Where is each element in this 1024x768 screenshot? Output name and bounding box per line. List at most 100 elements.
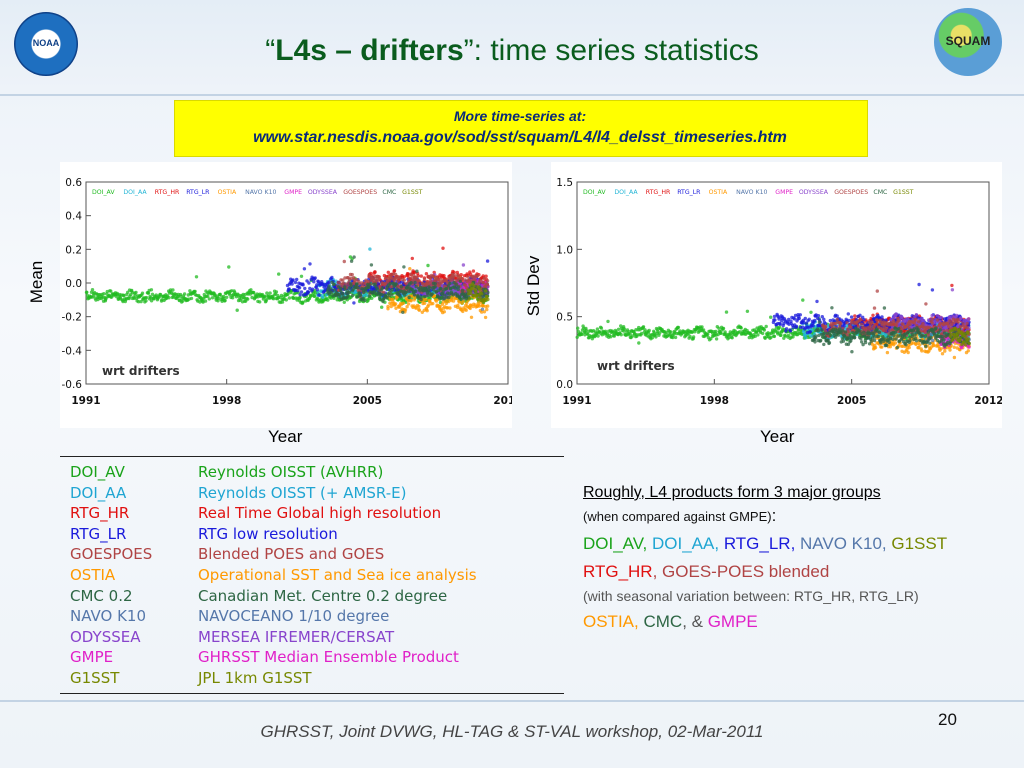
data-point [727, 335, 731, 340]
data-point [823, 335, 827, 339]
data-point [193, 289, 197, 294]
data-point [477, 304, 482, 308]
data-point [350, 272, 354, 277]
data-point [884, 329, 888, 333]
data-point [820, 315, 824, 319]
data-point [249, 288, 253, 292]
data-point [144, 295, 149, 300]
data-point [816, 328, 821, 333]
data-point [923, 334, 928, 338]
data-point [841, 339, 846, 343]
data-point [852, 335, 857, 340]
y-tick-label: -0.4 [62, 345, 83, 357]
data-point [424, 272, 429, 276]
data-point [342, 300, 346, 304]
data-point [179, 294, 183, 298]
data-point [833, 335, 838, 339]
data-point [967, 345, 971, 349]
data-point [901, 323, 905, 327]
data-point [430, 292, 434, 296]
data-point [899, 329, 903, 334]
data-point [414, 284, 418, 289]
legend-entry: G1SST [402, 189, 423, 196]
data-point [930, 317, 935, 321]
data-point [786, 333, 791, 337]
legend-entry: RTG_HR [646, 189, 671, 196]
data-point [580, 332, 584, 337]
data-point [762, 328, 766, 332]
data-point [115, 291, 119, 296]
data-point [778, 322, 782, 326]
data-point [313, 276, 317, 280]
data-point [419, 297, 423, 302]
data-point [359, 293, 363, 297]
data-point [339, 286, 343, 291]
data-point [467, 297, 472, 301]
data-point [817, 333, 821, 338]
data-point [477, 280, 482, 285]
data-point [427, 282, 432, 286]
data-point [329, 287, 333, 291]
timeseries-link[interactable]: www.star.nesdis.noaa.gov/sod/sst/squam/L… [253, 129, 787, 146]
data-point [85, 290, 89, 294]
data-point [640, 331, 644, 336]
data-point [596, 334, 600, 338]
data-point [891, 337, 895, 341]
legend-entry: NAVO K10 [736, 189, 767, 196]
data-point [916, 327, 920, 332]
data-point [841, 326, 845, 331]
data-point [772, 334, 777, 339]
data-point [287, 296, 292, 300]
data-point [297, 286, 302, 290]
data-point [476, 297, 480, 302]
data-point [880, 315, 884, 319]
data-point [961, 322, 965, 326]
data-point [858, 328, 862, 333]
data-point [730, 336, 734, 340]
data-point [299, 290, 304, 294]
data-point [850, 350, 854, 354]
data-point [231, 296, 235, 300]
data-point [920, 349, 924, 353]
data-point [290, 282, 294, 286]
data-point [478, 278, 482, 282]
data-point [210, 296, 215, 300]
data-point [380, 305, 384, 309]
data-point [813, 340, 817, 344]
title-close-quote: ” [463, 34, 474, 67]
data-point [797, 316, 801, 321]
data-point [416, 282, 420, 286]
data-point [908, 322, 912, 327]
data-point [405, 305, 409, 309]
data-point [332, 288, 337, 292]
data-point [355, 282, 359, 286]
data-point [900, 316, 904, 320]
data-point [956, 317, 960, 321]
legend-entry: ODYSSEA [308, 189, 338, 196]
data-point [803, 316, 807, 321]
data-point [402, 275, 406, 279]
data-point [912, 321, 916, 325]
legend-entry: RTG_LR [186, 189, 210, 196]
data-point [641, 325, 646, 329]
data-point [189, 296, 194, 301]
data-point [916, 320, 921, 324]
data-point [952, 355, 957, 360]
data-point [847, 318, 851, 323]
data-point [609, 335, 613, 339]
data-point [393, 272, 398, 277]
data-point [356, 286, 360, 290]
legend-entry: GOESPOES [343, 189, 377, 196]
data-point [828, 333, 833, 338]
data-point [299, 274, 304, 278]
data-point [423, 301, 427, 305]
data-point [935, 318, 940, 322]
data-point [933, 321, 937, 325]
data-point [296, 289, 300, 293]
data-point [576, 326, 580, 330]
data-point [808, 330, 812, 334]
data-point [402, 278, 406, 282]
data-point [390, 287, 394, 292]
data-point [671, 335, 675, 340]
